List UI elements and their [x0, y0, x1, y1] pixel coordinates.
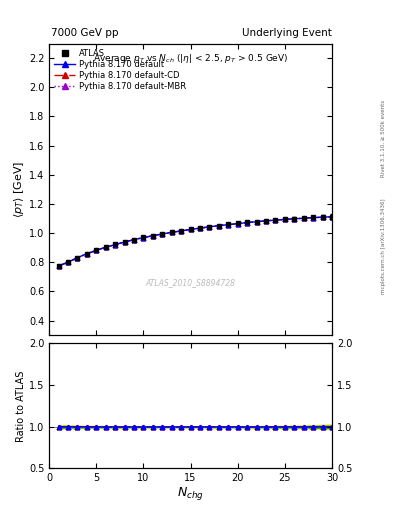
- Text: ATLAS_2010_S8894728: ATLAS_2010_S8894728: [145, 278, 236, 287]
- Text: 7000 GeV pp: 7000 GeV pp: [51, 28, 119, 38]
- X-axis label: $N_{chg}$: $N_{chg}$: [177, 485, 204, 502]
- Text: mcplots.cern.ch [arXiv:1306.3436]: mcplots.cern.ch [arXiv:1306.3436]: [381, 198, 386, 293]
- Legend: ATLAS, Pythia 8.170 default, Pythia 8.170 default-CD, Pythia 8.170 default-MBR: ATLAS, Pythia 8.170 default, Pythia 8.17…: [52, 47, 188, 93]
- Text: Rivet 3.1.10, ≥ 500k events: Rivet 3.1.10, ≥ 500k events: [381, 100, 386, 177]
- Text: Average $p_T$ vs $N_{ch}$ ($|\eta|$ < 2.5, $p_T$ > 0.5 GeV): Average $p_T$ vs $N_{ch}$ ($|\eta|$ < 2.…: [93, 52, 288, 65]
- Y-axis label: Ratio to ATLAS: Ratio to ATLAS: [16, 370, 26, 442]
- Text: Underlying Event: Underlying Event: [242, 28, 332, 38]
- Y-axis label: $\langle p_T \rangle$ [GeV]: $\langle p_T \rangle$ [GeV]: [12, 161, 26, 218]
